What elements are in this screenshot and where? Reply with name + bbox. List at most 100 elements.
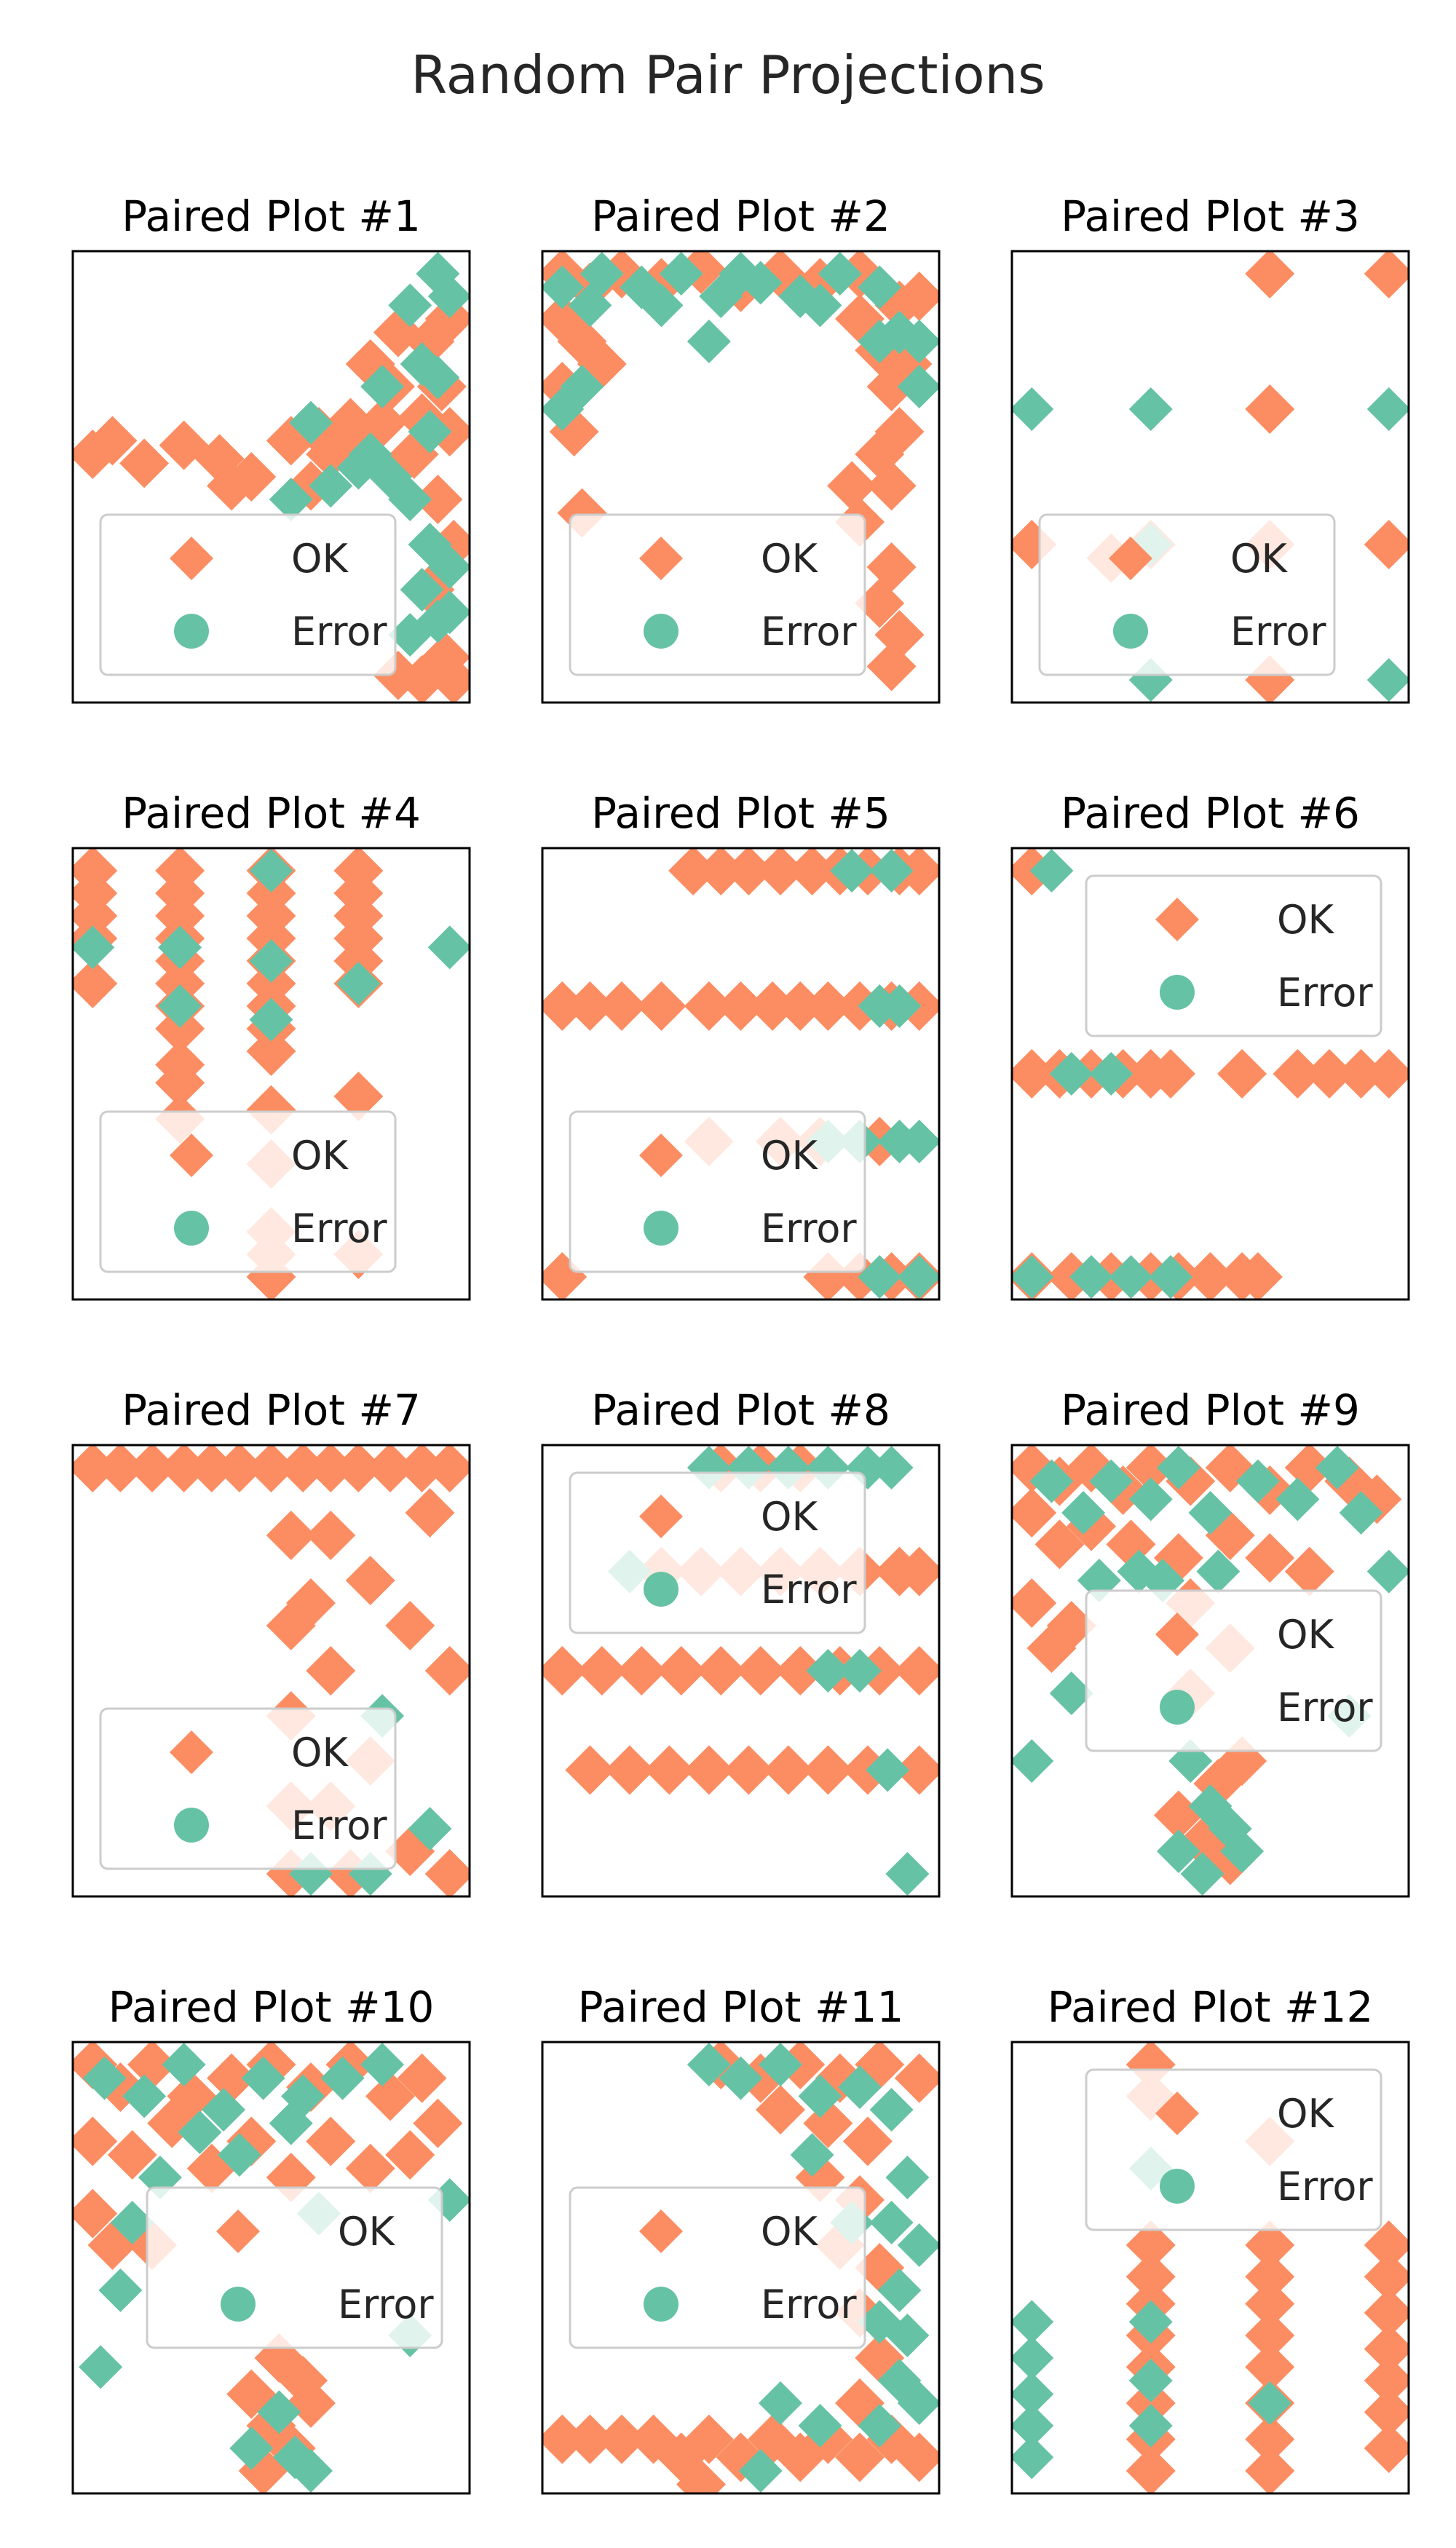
ok-point: [894, 2053, 939, 2103]
error-point: [1012, 2435, 1054, 2480]
ok-point: [306, 1445, 356, 1492]
ok-point: [565, 2414, 615, 2464]
error-point: [1366, 1549, 1409, 1594]
ok-point: [803, 981, 853, 1031]
error-point: [1128, 2359, 1173, 2402]
error-point: [885, 1852, 930, 1896]
ok-point: [1012, 1049, 1057, 1099]
ok-point: [894, 2432, 939, 2482]
ok-point: [1125, 2252, 1176, 2302]
error-point: [830, 849, 874, 893]
subplot-title: Paired Plot #2: [591, 191, 890, 241]
ok-point: [73, 1445, 118, 1492]
ok-point: [835, 2432, 885, 2482]
ok-point: [684, 981, 734, 1031]
subplot-title: Paired Plot #8: [591, 1385, 890, 1435]
ok-point: [1217, 1049, 1267, 1099]
error-point: [1366, 658, 1409, 702]
legend-error-marker: [1160, 2169, 1195, 2204]
ok-point: [542, 2414, 587, 2464]
error-point: [1012, 2372, 1054, 2416]
legend: OK Error: [569, 2186, 866, 2349]
ok-point: [1245, 2311, 1295, 2360]
error-point: [289, 400, 333, 445]
legend-error-marker: [1113, 614, 1148, 649]
ok-point: [803, 1745, 853, 1795]
error-point: [1128, 1477, 1173, 1522]
subplot-5: Paired Plot #5 OK Error: [541, 788, 941, 1301]
legend-ok-label: OK: [1277, 1612, 1335, 1658]
error-point: [869, 2088, 914, 2132]
error-point: [202, 2088, 246, 2132]
ok-point: [73, 959, 118, 1008]
error-point: [427, 545, 470, 589]
error-point: [360, 2043, 405, 2086]
error-point: [309, 464, 353, 508]
ok-point: [413, 475, 463, 524]
error-point: [877, 2268, 922, 2312]
ok-point: [636, 981, 687, 1031]
legend-error-label: Error: [761, 1567, 857, 1613]
ok-point: [1245, 384, 1295, 434]
error-point: [427, 925, 470, 970]
error-point: [790, 2133, 834, 2177]
ok-point: [894, 1646, 939, 1696]
legend: OK Error: [99, 1110, 397, 1273]
error-point: [408, 410, 452, 454]
ok-point: [397, 655, 447, 703]
ok-point: [1364, 1049, 1409, 1099]
legend-error-marker: [1160, 1690, 1195, 1725]
legend-ok-marker: [639, 1133, 683, 1177]
error-point: [1248, 2381, 1292, 2425]
subplot-title: Paired Plot #6: [1061, 788, 1360, 838]
ok-point: [333, 1072, 384, 1121]
error-point: [759, 2043, 802, 2086]
error-point: [249, 849, 293, 893]
legend-error-label: Error: [1277, 970, 1373, 1016]
ok-point: [775, 1646, 826, 1696]
ok-point: [405, 1488, 455, 1538]
legend-error-label: Error: [291, 1803, 387, 1848]
error-point: [1012, 1739, 1054, 1783]
subplot-title: Paired Plot #5: [591, 788, 890, 838]
error-point: [1049, 1671, 1093, 1715]
ok-point: [73, 430, 118, 479]
ok-point: [1125, 2378, 1176, 2428]
error-point: [269, 2101, 313, 2145]
error-point: [798, 2404, 842, 2448]
subplot-1: Paired Plot #1 OK Error: [71, 191, 471, 704]
error-point: [885, 2156, 930, 2199]
error-point: [858, 2404, 902, 2448]
ok-point: [676, 2459, 726, 2493]
error-point: [759, 2381, 802, 2425]
ok-point: [127, 2042, 177, 2089]
error-point: [1012, 2300, 1054, 2344]
ok-point: [1245, 2279, 1295, 2329]
ok-point: [306, 2116, 356, 2167]
error-point: [1061, 1491, 1106, 1535]
ok-point: [73, 2116, 118, 2167]
error-point: [1188, 1491, 1233, 1535]
ok-point: [855, 2042, 905, 2089]
ok-point: [716, 981, 766, 1031]
legend-ok-label: OK: [291, 1133, 349, 1179]
ok-point: [278, 1445, 328, 1492]
ok-point: [565, 1745, 615, 1795]
plot-area: [1012, 2042, 1409, 2493]
ok-point: [855, 578, 905, 628]
legend-ok-marker: [639, 1495, 683, 1538]
ok-point: [333, 1445, 384, 1492]
error-point: [1156, 1829, 1200, 1873]
legend-ok-marker: [170, 1133, 213, 1177]
error-point: [858, 1255, 902, 1299]
ok-point: [1125, 1445, 1176, 1492]
ok-point: [266, 1511, 316, 1560]
error-point: [320, 2056, 365, 2100]
ok-point: [756, 251, 805, 298]
legend: OK Error: [1038, 513, 1336, 676]
legend-ok-label: OK: [1277, 2091, 1335, 2137]
ok-point: [724, 1745, 774, 1795]
error-point: [1180, 1852, 1224, 1896]
ok-point: [842, 2116, 893, 2167]
axes-frame: [541, 1444, 941, 1898]
